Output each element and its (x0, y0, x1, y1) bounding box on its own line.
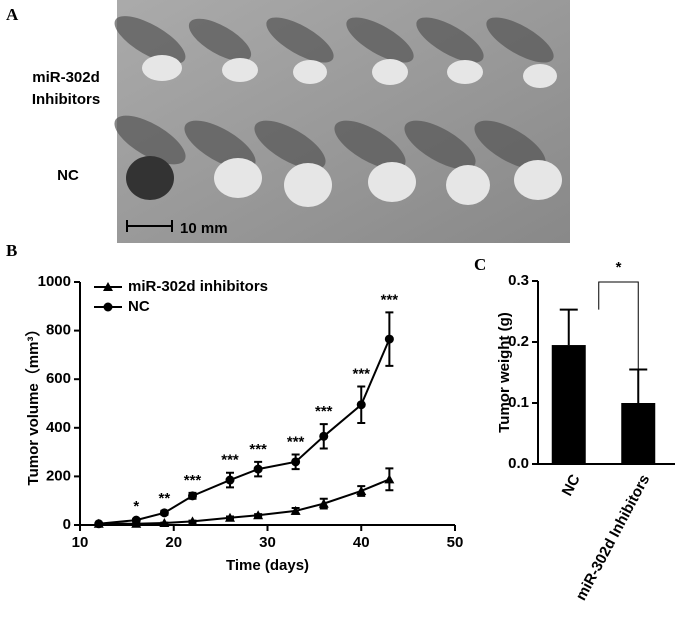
significance-label: *** (221, 452, 239, 469)
x-tick-label: 30 (259, 534, 276, 551)
bar (621, 403, 656, 464)
series-line (98, 338, 391, 525)
x-tick-label: 40 (353, 534, 370, 551)
marker (159, 518, 170, 528)
marker (253, 464, 263, 474)
significance-label: *** (184, 472, 202, 489)
marker (253, 510, 264, 520)
panel-label: C (474, 255, 486, 274)
y-tick-label: 400 (46, 419, 71, 436)
x-tick-label: 20 (165, 534, 182, 551)
y-tick-label: 200 (46, 467, 71, 484)
row-label: Inhibitors (32, 91, 100, 108)
y-tick-label: 1000 (38, 273, 71, 290)
photo: 10 mm (114, 0, 570, 243)
marker (356, 485, 367, 495)
error-bar (629, 368, 648, 403)
marker (384, 474, 395, 484)
marker (290, 505, 301, 515)
significance-label: * (616, 259, 622, 276)
series-line (98, 478, 390, 525)
significance-label: * (133, 498, 139, 515)
marker (187, 516, 198, 526)
significance-label: *** (249, 441, 267, 458)
bar (551, 345, 586, 464)
row-label: miR-302d (32, 69, 100, 86)
x-axis-label: Time (days) (226, 557, 309, 574)
panel-label: A (6, 5, 19, 24)
legend-marker (103, 302, 113, 312)
error-bar (559, 308, 578, 346)
x-tick-label: miR-302d Inhibitors (573, 472, 654, 604)
marker (188, 491, 197, 501)
y-tick-label: 600 (46, 370, 71, 387)
marker (94, 519, 104, 529)
marker (225, 512, 235, 522)
marker (131, 515, 141, 525)
y-axis-label: Tumor weight (g) (496, 312, 513, 433)
x-tick-label: 10 (72, 534, 89, 551)
y-axis-label: Tumor volume（mm³） (24, 322, 42, 486)
y-tick-label: 0.1 (508, 394, 529, 411)
marker (356, 400, 366, 410)
marker (291, 457, 301, 467)
legend-label: miR-302d inhibitors (128, 278, 268, 295)
panel-label: B (6, 241, 17, 260)
marker (384, 334, 394, 344)
marker (318, 498, 329, 508)
x-tick-label: 50 (447, 534, 464, 551)
marker (225, 475, 235, 485)
significance-label: *** (381, 291, 399, 308)
legend-marker (103, 282, 113, 291)
y-tick-label: 0.2 (508, 333, 529, 350)
marker (319, 431, 329, 441)
row-label: NC (57, 167, 79, 184)
y-tick-label: 0.0 (508, 455, 529, 472)
y-tick-label: 800 (46, 322, 71, 339)
significance-label: *** (315, 403, 333, 420)
significance-label: *** (287, 433, 305, 450)
significance-bracket (598, 281, 639, 370)
significance-label: *** (352, 365, 370, 382)
marker (159, 508, 169, 518)
significance-label: ** (159, 490, 171, 507)
y-tick-label: 0.3 (508, 272, 529, 289)
x-tick-label: NC (559, 472, 584, 499)
legend-label: NC (128, 298, 150, 315)
scale-bar-label: 10 mm (180, 220, 228, 237)
y-tick-label: 0 (63, 516, 71, 533)
